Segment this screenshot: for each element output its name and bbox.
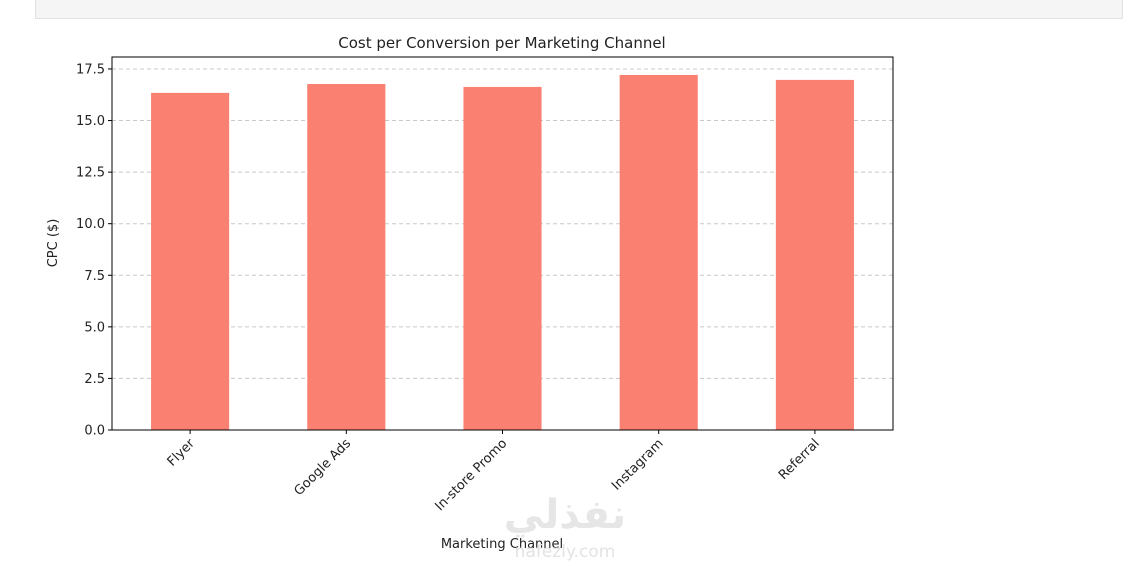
y-tick-label: 15.0 (76, 114, 105, 129)
x-tick-label: Referral (776, 436, 823, 483)
watermark: نفذلي (504, 492, 626, 538)
y-tick-label: 0.0 (84, 424, 105, 439)
y-tick-label: 5.0 (84, 320, 105, 335)
y-tick-label: 2.5 (84, 372, 105, 387)
x-tick-label: Instagram (609, 436, 666, 493)
x-tick-label: Flyer (165, 436, 199, 470)
bar (307, 84, 386, 430)
y-tick-label: 12.5 (76, 166, 105, 181)
bar (775, 79, 854, 430)
y-tick-label: 17.5 (76, 62, 105, 77)
bar (151, 92, 230, 430)
plot-frame (111, 56, 894, 431)
x-tick-label: In-store Promo (433, 436, 511, 514)
y-tick-label: 10.0 (76, 217, 105, 232)
x-axis-label: Marketing Channel (441, 537, 563, 552)
bar (619, 74, 698, 431)
y-axis-label: CPC ($) (46, 219, 61, 268)
bar (463, 86, 542, 430)
y-tick-label: 7.5 (84, 269, 105, 284)
watermark: nafezly.com (515, 542, 616, 562)
chart-title: Cost per Conversion per Marketing Channe… (338, 34, 665, 52)
x-tick-label: Google Ads (291, 436, 354, 499)
